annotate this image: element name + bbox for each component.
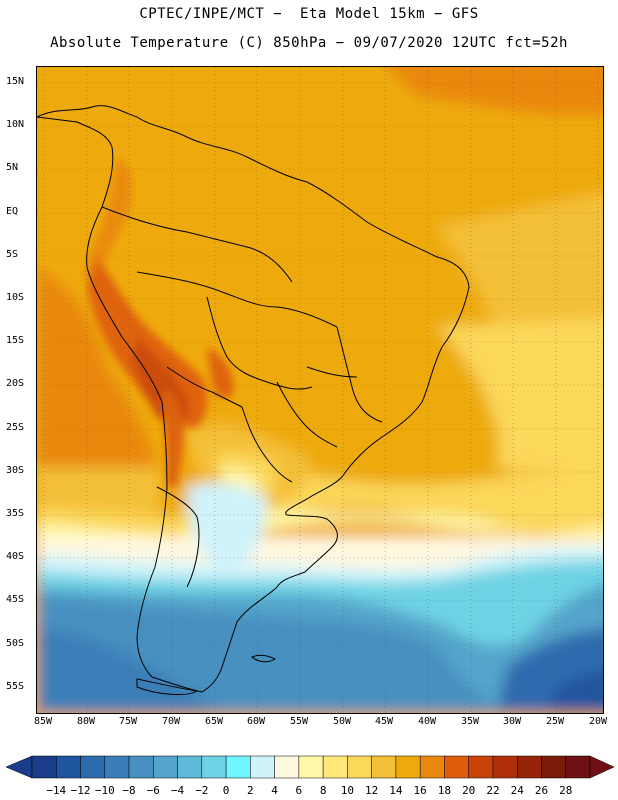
colorbar-swatch [104, 755, 130, 779]
colorbar-swatch [419, 755, 445, 779]
lon-label: 70W [161, 716, 181, 727]
colorbar-swatch [565, 755, 591, 779]
colorbar-swatch [128, 755, 154, 779]
lon-label: 55W [289, 716, 309, 727]
colorbar-swatch [298, 755, 324, 779]
colorbar-swatch [322, 755, 348, 779]
lat-label: 25S [6, 422, 25, 433]
lon-label: 25W [545, 716, 565, 727]
colorbar-swatch [250, 755, 275, 779]
colorbar-swatch [492, 755, 518, 779]
colorbar-label: −12 [70, 784, 91, 797]
colorbar-arrow-high [589, 755, 615, 779]
colorbar-swatch [225, 755, 251, 779]
lon-label: 20W [588, 716, 608, 727]
colorbar-swatch [395, 755, 421, 779]
lat-label: EQ [6, 206, 19, 217]
lat-label: 10S [6, 292, 25, 303]
lat-label: 15N [6, 76, 25, 87]
title-line-1: CPTEC/INPE/MCT − Eta Model 15km − GFS [139, 6, 479, 22]
lat-label: 35S [6, 508, 25, 519]
lat-label: 5S [6, 249, 19, 260]
colorbar-swatch [444, 755, 469, 779]
colorbar-label: 24 [510, 784, 524, 797]
lon-label: 40W [417, 716, 437, 727]
colorbar-label: −8 [122, 784, 136, 797]
colorbar-label: −2 [195, 784, 209, 797]
colorbar-swatch [153, 755, 178, 779]
colorbar-label: 8 [319, 784, 327, 797]
colorbar-swatch [541, 755, 566, 779]
lat-label: 15S [6, 335, 25, 346]
lon-label: 50W [332, 716, 352, 727]
lat-label: 45S [6, 594, 25, 605]
colorbar-label: 0 [222, 784, 230, 797]
lon-label: 65W [204, 716, 224, 727]
colorbar-swatch [347, 755, 372, 779]
colorbar-label: 18 [437, 784, 452, 797]
lon-label: 80W [76, 716, 96, 727]
lat-label: 50S [6, 638, 25, 649]
lat-label: 30S [6, 465, 25, 476]
temperature-map [36, 66, 604, 714]
lon-label: 30W [502, 716, 522, 727]
lat-label: 10N [6, 119, 25, 130]
colorbar-label: 2 [247, 784, 254, 797]
colorbar-label: 4 [271, 784, 278, 797]
colorbar-arrow-low [5, 755, 33, 779]
lat-label: 40S [6, 551, 25, 562]
colorbar-label: 28 [559, 784, 573, 797]
colorbar-label: 6 [295, 784, 303, 797]
colorbar-swatch [516, 755, 542, 779]
coastline [37, 105, 470, 693]
colorbar-label: −14 [46, 784, 67, 797]
title-line-2: Absolute Temperature (C) 850hPa − 09/07/… [50, 35, 568, 51]
lon-label: 45W [374, 716, 394, 727]
colorbar-label: 20 [462, 784, 476, 797]
lon-label: 35W [460, 716, 480, 727]
colorbar-swatch [201, 755, 227, 779]
colorbar-swatch [31, 755, 57, 779]
colorbar-swatch [80, 755, 106, 779]
colorbar-label: −6 [146, 784, 160, 797]
colorbar-swatch [177, 755, 203, 779]
colorbar-label: 22 [486, 784, 500, 797]
colorbar-label: −4 [170, 784, 185, 797]
colorbar-label: 16 [413, 784, 427, 797]
colorbar-label: 26 [534, 784, 549, 797]
lat-label: 55S [6, 681, 25, 692]
colorbar-swatch [56, 755, 81, 779]
lon-label: 75W [118, 716, 138, 727]
lon-label: 60W [246, 716, 266, 727]
lat-label: 20S [6, 378, 25, 389]
colorbar-swatch [371, 755, 397, 779]
lon-label: 85W [33, 716, 53, 727]
colorbar-label: −10 [94, 784, 115, 797]
lat-label: 5N [6, 162, 19, 173]
colorbar-swatch [274, 755, 300, 779]
temperature-colorbar [5, 755, 615, 779]
colorbar-swatch [468, 755, 494, 779]
colorbar-label: 12 [365, 784, 379, 797]
colorbar-label: 14 [389, 784, 403, 797]
colorbar-label: 10 [340, 784, 355, 797]
